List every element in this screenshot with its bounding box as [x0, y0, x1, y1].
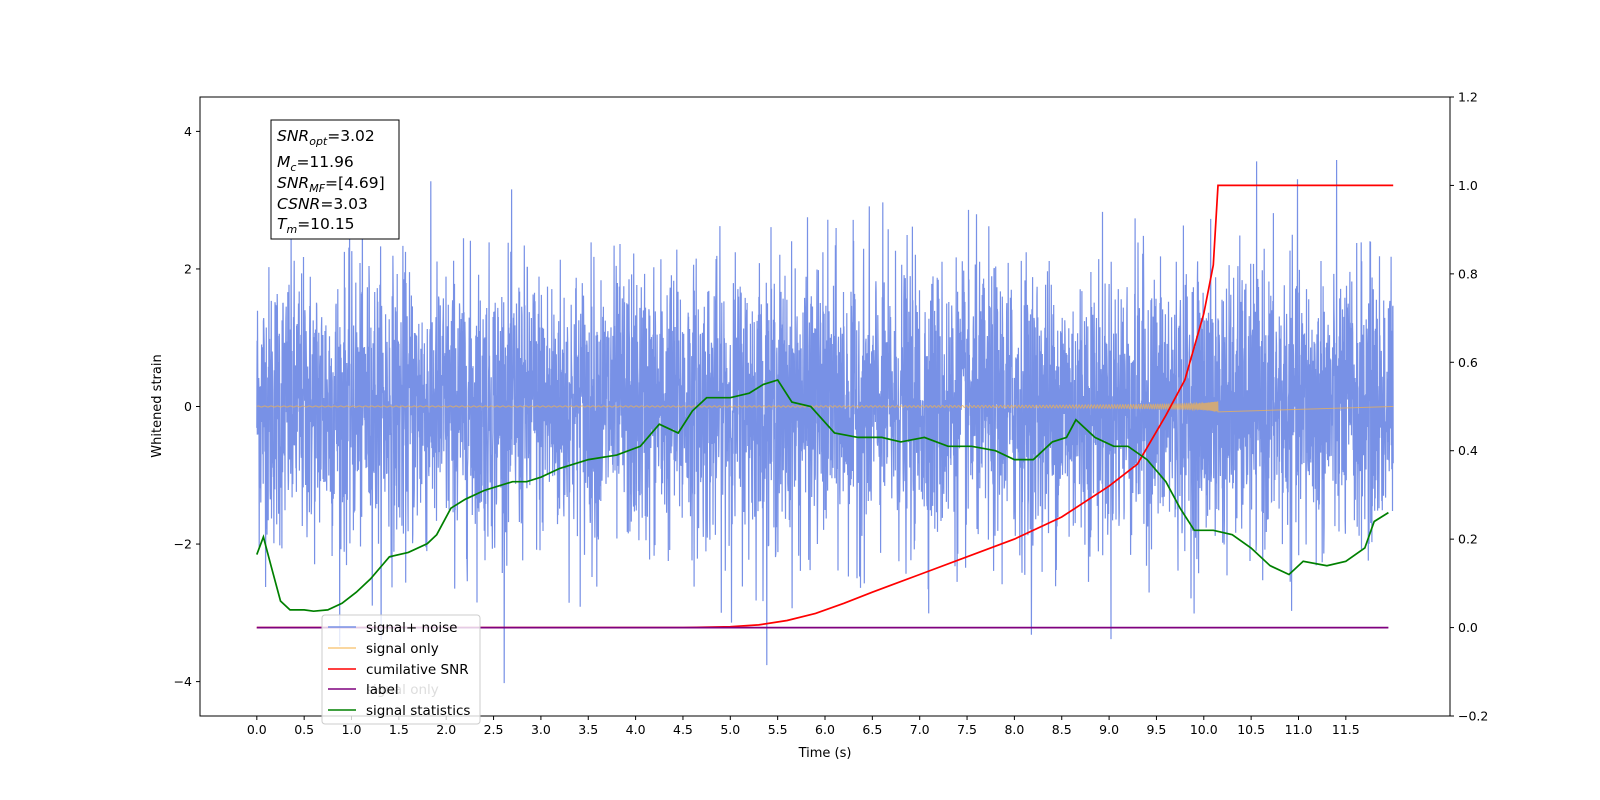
y-right-tick-label: 0.8 [1458, 266, 1478, 281]
series-cumulative-snr [256, 184, 1394, 629]
x-tick-label: 8.0 [1004, 722, 1024, 737]
legend: signal only signal+ noise signal only cu… [321, 614, 481, 725]
legend-hidden-text: signal only [366, 682, 439, 698]
annotation-mc: Mc=11.96 [277, 153, 354, 174]
noise-series-layer [256, 159, 1394, 684]
legend-label-signal-noise: signal+ noise [366, 620, 457, 636]
x-tick-label: 10.0 [1190, 722, 1218, 737]
x-tick-label: 3.5 [578, 722, 598, 737]
annotation-snr-mf: SNRMF=[4.69] [277, 174, 385, 195]
series-signal-noise [256, 159, 1394, 684]
y-right-tick-label: 1.0 [1458, 178, 1478, 193]
legend-label-signal-only: signal only [366, 641, 439, 657]
series-signal-statistics [256, 378, 1389, 613]
x-tick-label: 9.5 [1146, 722, 1166, 737]
x-tick-label: 0.5 [294, 722, 314, 737]
legend-label-label: label [366, 682, 399, 698]
x-axis: 0.0 0.5 1.0 1.5 2.0 2.5 3.0 3.5 4.0 4.5 5.0 5.5 6.0 6… [247, 716, 1360, 737]
x-tick-label: 6.0 [815, 722, 835, 737]
x-tick-label: 5.5 [768, 722, 788, 737]
annotation-snr-opt: SNRopt=3.02 [277, 127, 375, 148]
x-tick-label: 4.0 [626, 722, 646, 737]
x-tick-label: 7.0 [910, 722, 930, 737]
x-tick-label: 10.5 [1237, 722, 1265, 737]
x-tick-label: 11.5 [1332, 722, 1360, 737]
y-right-tick-label: 0.0 [1458, 620, 1478, 635]
y-right-tick-label: 0.2 [1458, 532, 1478, 547]
y-right-tick-label: 0.6 [1458, 355, 1478, 370]
x-tick-label: 5.0 [720, 722, 740, 737]
x-tick-label: 2.5 [484, 722, 504, 737]
x-tick-label: 2.0 [436, 722, 456, 737]
y-left-tick-label: 4 [184, 124, 192, 139]
y-left-tick-label: −2 [174, 537, 192, 552]
legend-label-signal-statistics: signal statistics [366, 703, 470, 719]
x-tick-label: 0.0 [247, 722, 267, 737]
annotation-box: SNRopt=3.02 Mc=11.96 SNRMF=[4.69] CSNR=3… [270, 119, 400, 240]
x-tick-label: 8.5 [1052, 722, 1072, 737]
annotation-csnr: CSNR=3.03 [277, 195, 368, 213]
x-tick-label: 1.0 [342, 722, 362, 737]
x-tick-label: 11.0 [1285, 722, 1313, 737]
x-tick-label: 4.5 [673, 722, 693, 737]
x-tick-label: 7.5 [957, 722, 977, 737]
series-signal-only [256, 401, 1394, 413]
y-axis-right: −0.2 0.0 0.2 0.4 0.6 0.8 1.0 1.2 [1450, 90, 1488, 724]
y-left-tick-label: 2 [184, 261, 192, 276]
y-right-tick-label: 0.4 [1458, 443, 1478, 458]
y-left-tick-label: 0 [184, 399, 192, 414]
y-axis-left: −4 −2 0 2 4 [174, 124, 200, 689]
signal-only-series-layer [256, 401, 1394, 413]
y-right-tick-label: −0.2 [1458, 709, 1488, 724]
legend-frame [321, 614, 481, 725]
x-tick-label: 9.0 [1099, 722, 1119, 737]
x-tick-label: 1.5 [389, 722, 409, 737]
y-right-tick-label: 1.2 [1458, 90, 1478, 105]
annotation-tm: Tm=10.15 [277, 215, 355, 236]
x-axis-label: Time (s) [798, 746, 852, 761]
x-tick-label: 3.0 [531, 722, 551, 737]
y-axis-label: Whitened strain [150, 354, 165, 457]
y-left-tick-label: −4 [174, 674, 192, 689]
legend-label-cumulative-snr: cumilative SNR [366, 662, 469, 678]
x-tick-label: 6.5 [862, 722, 882, 737]
